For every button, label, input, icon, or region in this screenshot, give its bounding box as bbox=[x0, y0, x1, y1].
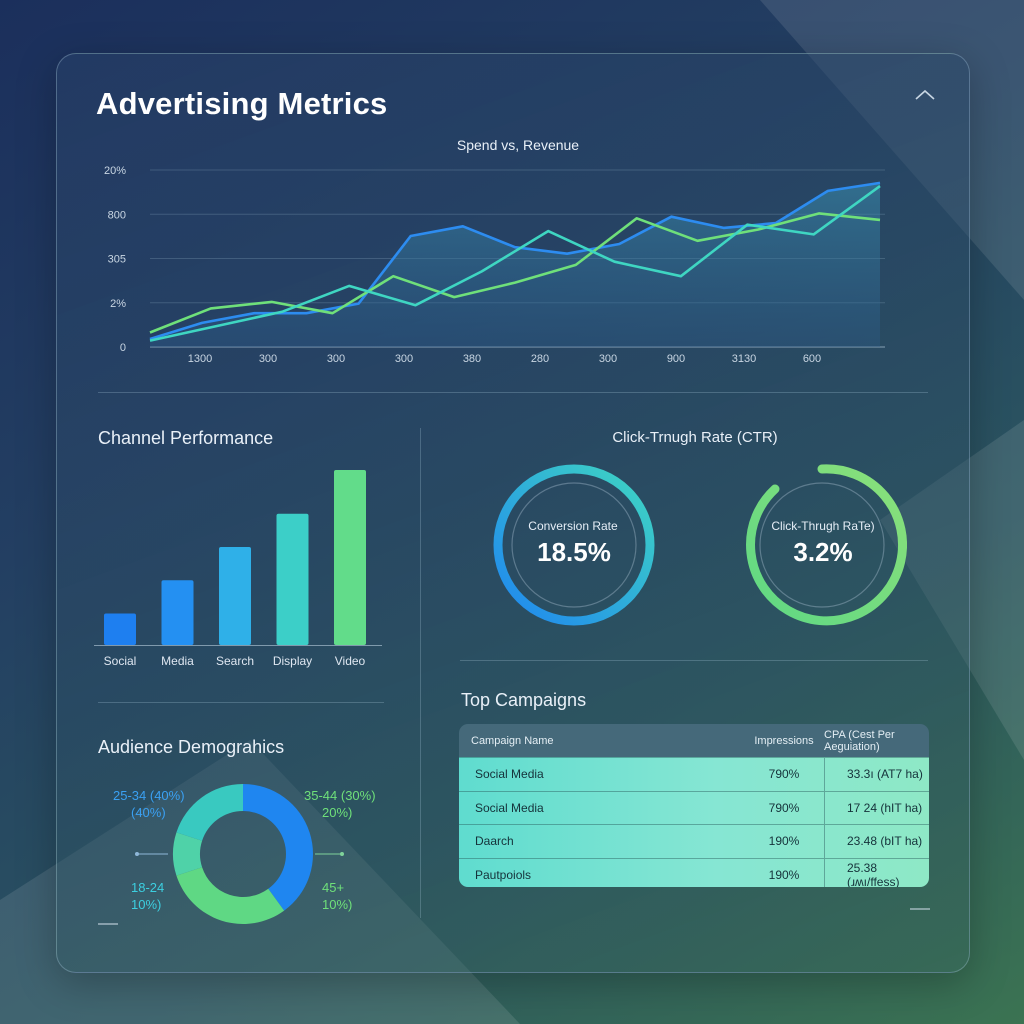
table-row[interactable]: Pautpoiols 190% 25.38 (ɹʍı/ffess) bbox=[459, 857, 929, 887]
x-tick-label: 900 bbox=[667, 353, 685, 365]
x-tick-label: 380 bbox=[463, 353, 481, 365]
table-row[interactable]: Social Media 790% 33.3ı (AT7 ha) bbox=[459, 757, 929, 791]
leader-dot-left bbox=[135, 852, 139, 856]
cell-cpa: 23.48 (bIT ha) bbox=[824, 825, 929, 858]
divider-top bbox=[98, 392, 928, 393]
x-tick-label: 280 bbox=[531, 353, 549, 365]
cell-campaign: Social Media bbox=[475, 800, 544, 815]
cell-cpa: 25.38 (ɹʍı/ffess) bbox=[824, 858, 929, 887]
x-tick-label: 300 bbox=[259, 353, 277, 365]
y-tick-label: 2% bbox=[110, 298, 126, 310]
x-tick-label: 300 bbox=[599, 353, 617, 365]
dashboard-title: Advertising Metrics bbox=[96, 86, 388, 121]
header-cpa[interactable]: CPA (Cest Per Aeguiation) bbox=[824, 728, 895, 753]
series-line-2 bbox=[149, 185, 881, 342]
cell-impressions: 790% bbox=[768, 800, 800, 815]
chevron-up-icon[interactable] bbox=[912, 84, 938, 104]
bar-label: Social bbox=[103, 654, 137, 668]
header-campaign-name[interactable]: Campaign Name bbox=[471, 734, 554, 747]
donut-slice bbox=[176, 784, 243, 841]
click-through-rate-value: 3.2% bbox=[793, 537, 853, 567]
y-tick-label: 0 bbox=[120, 342, 126, 354]
x-tick-label: 300 bbox=[395, 353, 413, 365]
table-row[interactable]: Social Media 790% 17 24 (hIT ha) bbox=[459, 790, 929, 824]
cell-campaign: Pautpoiols bbox=[475, 867, 532, 882]
donut-slice bbox=[243, 784, 313, 911]
y-tick-label: 800 bbox=[108, 209, 126, 221]
audience-demographics-title: Audience Demograhics bbox=[98, 737, 285, 757]
x-tick-label: 1300 bbox=[188, 353, 212, 365]
y-tick-label: 305 bbox=[108, 254, 126, 266]
spend-revenue-chart: 0 2% 305 800 20% 1300 300 300 300 380 280 300 900 313… bbox=[104, 165, 885, 365]
divider-right-mid bbox=[460, 660, 928, 661]
demo-label-35-44: 35-44 (30%) 20%) bbox=[304, 788, 376, 820]
demo-label-18-24: 18-24 10%) bbox=[131, 880, 165, 912]
cell-impressions: 790% bbox=[768, 767, 800, 782]
conversion-rate-label: Conversion Rate bbox=[528, 519, 618, 533]
donut-slice bbox=[176, 867, 285, 924]
cell-cpa: 17 24 (hIT ha) bbox=[824, 791, 929, 824]
leader-dot-right bbox=[340, 852, 344, 856]
divider-left-mid bbox=[98, 702, 384, 703]
cell-impressions: 190% bbox=[768, 834, 800, 849]
divider-vertical bbox=[420, 428, 421, 918]
ctr-title: Click-Trnugh Rate (CTR) bbox=[612, 429, 778, 446]
click-through-rate-gauge bbox=[746, 464, 907, 626]
bar-video bbox=[334, 470, 366, 645]
x-tick-label: 600 bbox=[803, 353, 821, 365]
audience-demographics-donut bbox=[135, 784, 344, 924]
cell-campaign: Daarch bbox=[475, 834, 514, 849]
top-campaigns-title: Top Campaigns bbox=[461, 690, 587, 710]
small-dash-right bbox=[910, 908, 930, 910]
demo-label-45-plus: 45+ 10%) bbox=[322, 880, 353, 912]
channel-performance-title: Channel Performance bbox=[98, 428, 274, 448]
y-tick-label: 20% bbox=[104, 165, 126, 177]
bar-display bbox=[276, 513, 309, 645]
channel-performance-chart bbox=[94, 470, 382, 646]
small-dash-left bbox=[98, 923, 118, 925]
bar-search bbox=[219, 547, 251, 645]
area-fill bbox=[150, 182, 880, 347]
spend-revenue-chart-title: Spend vs, Revenue bbox=[456, 137, 580, 153]
demo-label-25-34: 25-34 (40%) (40%) bbox=[113, 788, 185, 820]
table-header: Campaign Name Impressions CPA (Cest Per … bbox=[459, 724, 929, 757]
x-tick-label: 3130 bbox=[732, 353, 756, 365]
x-tick-label: 300 bbox=[327, 353, 345, 365]
series-line-1 bbox=[149, 212, 881, 334]
donut-slice bbox=[173, 832, 203, 876]
bar-media bbox=[161, 580, 194, 645]
table-row[interactable]: Daarch 190% 23.48 (bIT ha) bbox=[459, 824, 929, 858]
cell-impressions: 190% bbox=[768, 867, 800, 882]
header-impressions[interactable]: Impressions bbox=[754, 734, 814, 747]
bar-label: Video bbox=[334, 654, 366, 668]
bar-label: Display bbox=[272, 654, 313, 668]
bar-label: Search bbox=[215, 654, 255, 668]
cell-campaign: Social Media bbox=[475, 767, 544, 782]
conversion-rate-gauge bbox=[493, 464, 655, 626]
click-through-rate-label: Click-Thrugh RaTe) bbox=[771, 519, 875, 533]
bar-social bbox=[104, 613, 136, 645]
cell-cpa: 33.3ı (AT7 ha) bbox=[824, 758, 929, 791]
top-campaigns-table: Campaign Name Impressions CPA (Cest Per … bbox=[459, 724, 929, 887]
bar-label: Media bbox=[161, 654, 194, 668]
conversion-rate-value: 18.5% bbox=[537, 537, 611, 567]
